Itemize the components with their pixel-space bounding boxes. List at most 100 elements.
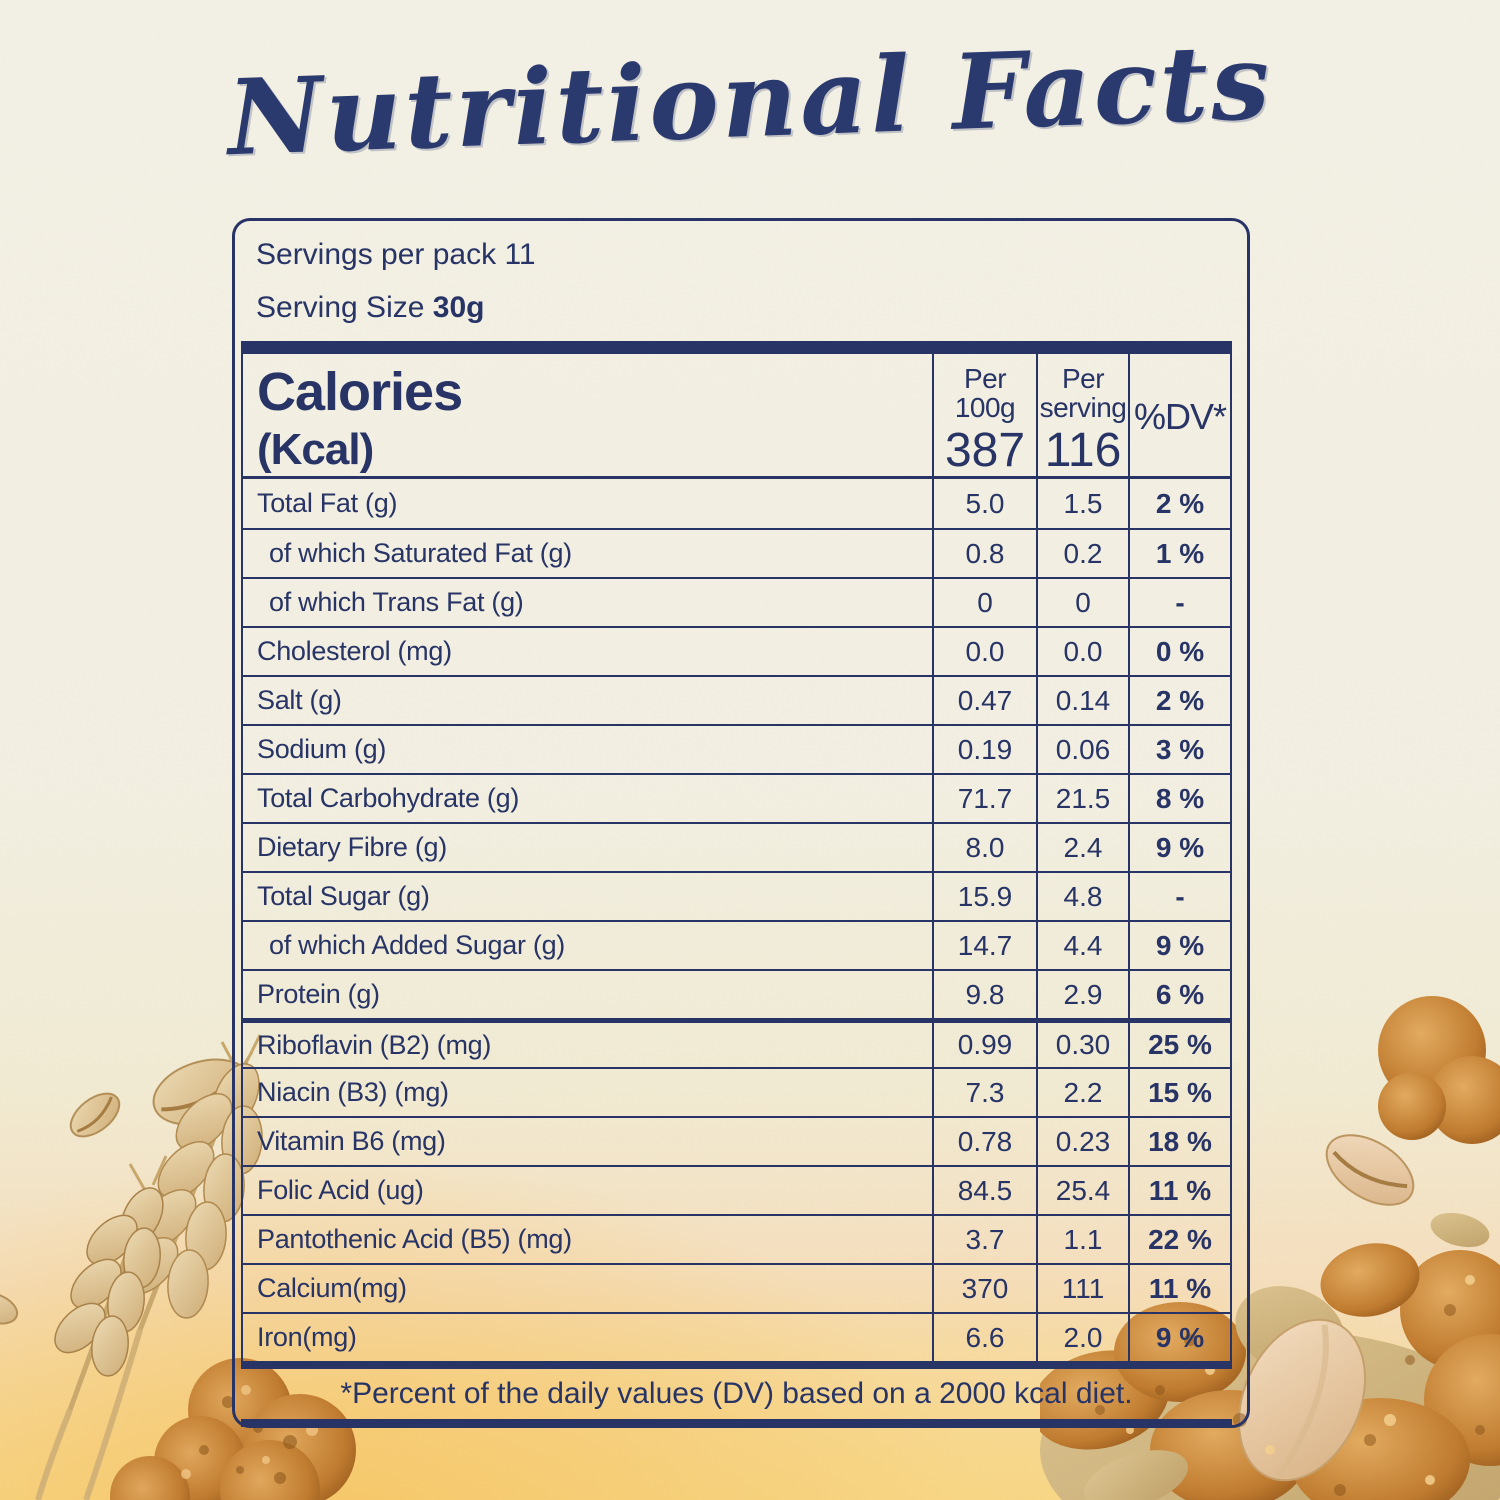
table-row: Total Sugar (g) 15.9 4.8 -: [243, 871, 1230, 920]
serving-size-value: 30g: [432, 291, 485, 324]
per-serving-value: 25.4: [1036, 1167, 1128, 1214]
per-serving-column-label: Per serving: [1039, 363, 1127, 423]
per-serving-value: 1.5: [1036, 479, 1128, 528]
table-row: Calcium(mg) 370 111 11 %: [243, 1263, 1230, 1312]
dv-value: 3 %: [1128, 726, 1230, 773]
nutrient-label: of which Saturated Fat (g): [269, 538, 572, 568]
per-serving-value: 0.14: [1036, 677, 1128, 724]
calories-per-serving-value: 116: [1044, 424, 1122, 477]
nutrient-label: Salt (g): [257, 685, 342, 715]
dv-value: 18 %: [1128, 1118, 1230, 1165]
per-100g-value: 0.47: [932, 677, 1036, 724]
dv-column-header: %DV*: [1128, 354, 1230, 480]
page-title: Nutritional Facts: [225, 19, 1275, 180]
servings-per-pack-value: 11: [504, 238, 536, 271]
oat-grain: [69, 1092, 121, 1138]
table-row: Total Carbohydrate (g) 71.7 21.5 8 %: [243, 773, 1230, 822]
dv-value: 25 %: [1128, 1023, 1230, 1067]
dv-value: 1 %: [1128, 530, 1230, 577]
per-100g-value: 3.7: [932, 1216, 1036, 1263]
per-serving-value: 2.0: [1036, 1314, 1128, 1361]
nutrient-label: Niacin (B3) (mg): [257, 1077, 449, 1107]
nutrient-label: Cholesterol (mg): [257, 636, 452, 666]
per-100g-value: 0: [932, 579, 1036, 626]
dv-value: 9 %: [1128, 922, 1230, 969]
table-row: Riboflavin (B2) (mg) 0.99 0.30 25 %: [243, 1018, 1230, 1067]
footnote-divider-bottom: [241, 1419, 1232, 1427]
nutrient-label: of which Added Sugar (g): [269, 930, 565, 960]
per-100g-column-header: Per 100g 387: [932, 354, 1036, 480]
per-serving-value: 0.0: [1036, 628, 1128, 675]
table-row: Dietary Fibre (g) 8.0 2.4 9 %: [243, 822, 1230, 871]
nutrient-label: Total Fat (g): [257, 488, 398, 518]
calories-header: Calories (Kcal): [243, 354, 932, 480]
per-serving-column-header: Per serving 116: [1036, 354, 1128, 480]
table-row: Niacin (B3) (mg) 7.3 2.2 15 %: [243, 1067, 1230, 1116]
per-100g-value: 0.0: [932, 628, 1036, 675]
servings-per-pack-label: Servings per pack: [256, 238, 497, 271]
per-100g-column-label: Per 100g: [954, 363, 1016, 423]
per-serving-value: 4.4: [1036, 922, 1128, 969]
per-serving-value: 2.9: [1036, 971, 1128, 1018]
wheat-ear: [35, 1155, 168, 1500]
table-row: Pantothenic Acid (B5) (mg) 3.7 1.1 22 %: [243, 1214, 1230, 1263]
table-row: Folic Acid (ug) 84.5 25.4 11 %: [243, 1165, 1230, 1214]
per-serving-value: 0.23: [1036, 1118, 1128, 1165]
table-row: Iron(mg) 6.6 2.0 9 %: [243, 1312, 1230, 1361]
dv-value: 9 %: [1128, 1314, 1230, 1361]
table-row: of which Added Sugar (g) 14.7 4.4 9 %: [243, 920, 1230, 969]
per-serving-value: 2.2: [1036, 1069, 1128, 1116]
dv-value: 22 %: [1128, 1216, 1230, 1263]
dv-value: 0 %: [1128, 628, 1230, 675]
per-serving-value: 0: [1036, 579, 1128, 626]
dv-value: 9 %: [1128, 824, 1230, 871]
table-row: Protein (g) 9.8 2.9 6 %: [243, 969, 1230, 1018]
granola-chunk: [1378, 996, 1500, 1144]
per-100g-value: 6.6: [932, 1314, 1036, 1361]
serving-size-label: Serving Size: [256, 291, 425, 324]
nutrient-label: Dietary Fibre (g): [257, 832, 447, 862]
per-100g-value: 7.3: [932, 1069, 1036, 1116]
table-row: of which Saturated Fat (g) 0.8 0.2 1 %: [243, 528, 1230, 577]
table-row: Sodium (g) 0.19 0.06 3 %: [243, 724, 1230, 773]
dv-value: 2 %: [1128, 479, 1230, 528]
per-100g-value: 84.5: [932, 1167, 1036, 1214]
per-100g-value: 0.8: [932, 530, 1036, 577]
thick-divider-top: [241, 341, 1232, 354]
dv-value: -: [1128, 873, 1230, 920]
per-100g-value: 0.19: [932, 726, 1036, 773]
nutrient-label: Folic Acid (ug): [257, 1175, 424, 1205]
dv-value: 2 %: [1128, 677, 1230, 724]
per-serving-value: 111: [1036, 1265, 1128, 1312]
dv-value: 11 %: [1128, 1167, 1230, 1214]
nutrient-label: Protein (g): [257, 979, 380, 1009]
calories-label: Calories: [257, 362, 463, 422]
per-serving-value: 1.1: [1036, 1216, 1128, 1263]
oat-grain: [1325, 1134, 1415, 1206]
nutrient-label: Vitamin B6 (mg): [257, 1126, 446, 1156]
per-100g-value: 71.7: [932, 775, 1036, 822]
per-serving-value: 21.5: [1036, 775, 1128, 822]
per-100g-value: 370: [932, 1265, 1036, 1312]
table-row: Salt (g) 0.47 0.14 2 %: [243, 675, 1230, 724]
table-row: Cholesterol (mg) 0.0 0.0 0 %: [243, 626, 1230, 675]
per-serving-value: 2.4: [1036, 824, 1128, 871]
per-serving-value: 0.30: [1036, 1023, 1128, 1067]
footnote-divider-top: [241, 1361, 1232, 1369]
table-header-row: Calories (Kcal) Per 100g 387 Per serving…: [243, 354, 1230, 480]
dv-value: 6 %: [1128, 971, 1230, 1018]
table-row: Total Fat (g) 5.0 1.5 2 %: [243, 479, 1230, 528]
per-100g-value: 8.0: [932, 824, 1036, 871]
servings-per-pack: Servings per pack 11: [256, 237, 1232, 273]
serving-info: Servings per pack 11 Serving Size 30g: [241, 237, 1232, 326]
per-serving-value: 0.06: [1036, 726, 1128, 773]
per-100g-value: 9.8: [932, 971, 1036, 1018]
per-100g-value: 0.78: [932, 1118, 1036, 1165]
table-row: Vitamin B6 (mg) 0.78 0.23 18 %: [243, 1116, 1230, 1165]
nutrient-label: of which Trans Fat (g): [269, 587, 524, 617]
serving-size: Serving Size 30g: [256, 290, 1232, 326]
oat-grain: [0, 1291, 19, 1325]
nutrition-panel: Servings per pack 11 Serving Size 30g Ca…: [232, 218, 1250, 1428]
nutrient-label: Pantothenic Acid (B5) (mg): [257, 1224, 572, 1254]
per-serving-value: 0.2: [1036, 530, 1128, 577]
